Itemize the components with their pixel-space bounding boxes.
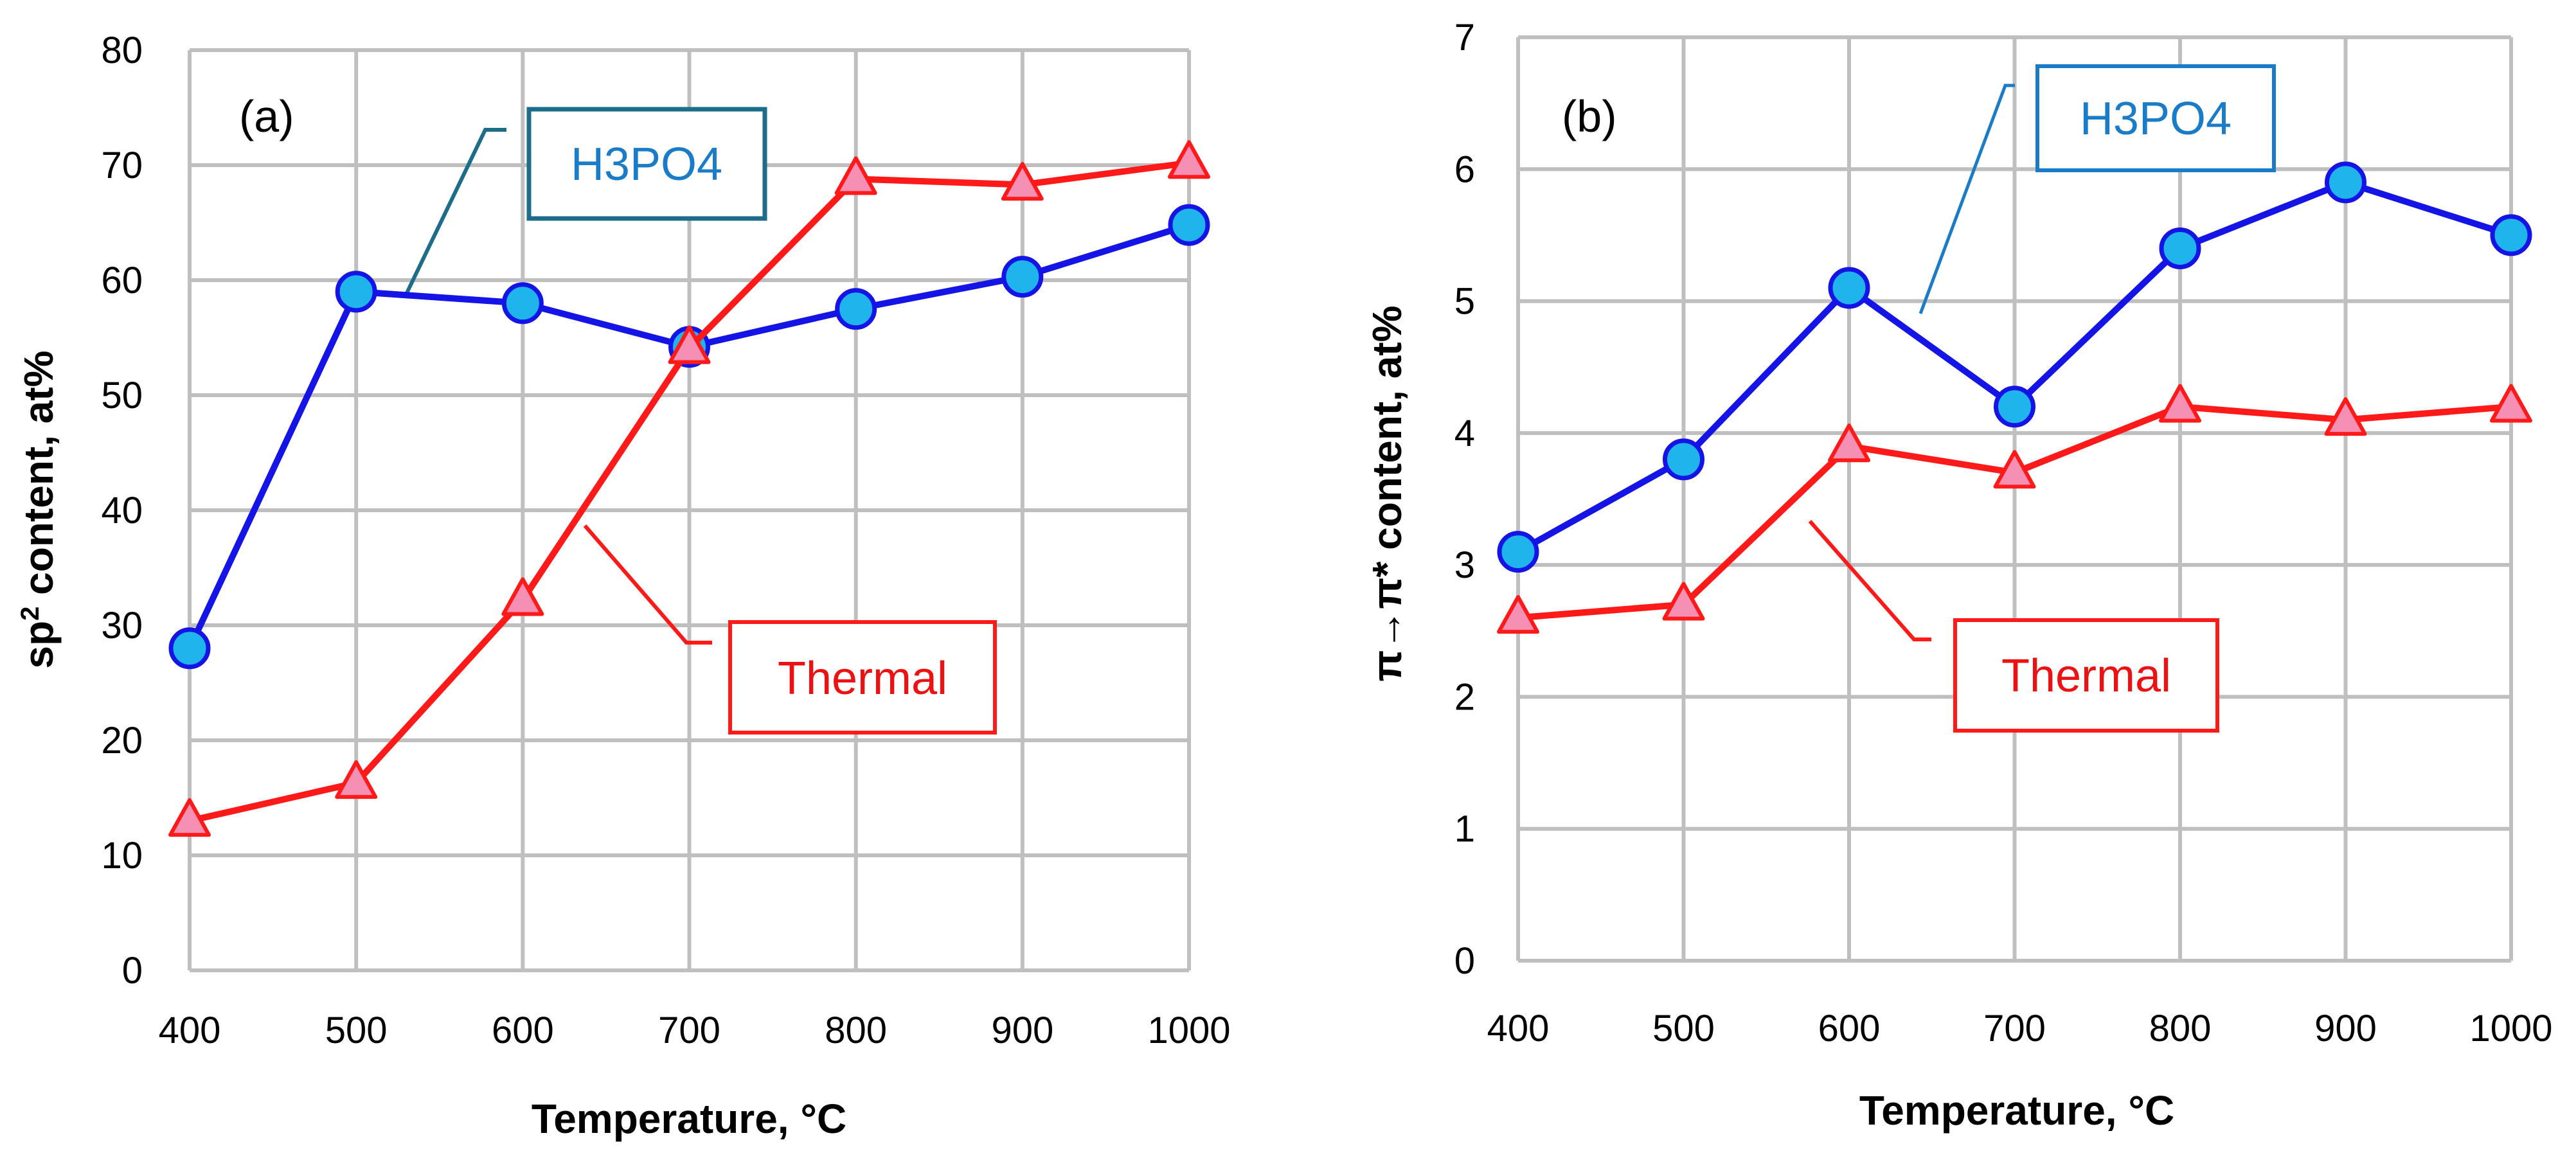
data-point-thermal — [2159, 384, 2201, 423]
data-point-h3po4 — [1001, 256, 1044, 298]
x-tick-label: 1000 — [1147, 1010, 1230, 1051]
data-point-thermal — [501, 577, 544, 616]
data-point-thermal — [1828, 423, 1870, 463]
data-point-thermal — [1001, 162, 1044, 201]
data-point-h3po4 — [335, 271, 377, 313]
x-tick-label: 900 — [991, 1010, 1053, 1051]
thermal-callout-box-a — [728, 620, 997, 735]
x-tick-label: 400 — [1487, 1008, 1550, 1049]
x-ticks-b: 400 500 600 700 800 900 1000 — [1487, 1008, 2553, 1049]
chart-panel-b: 0 1 2 3 4 5 6 7 400 500 600 700 800 900 1000 (b) H3PO… — [1364, 17, 2553, 1134]
x-tick-label: 700 — [1983, 1008, 2046, 1049]
x-tick-label: 1000 — [2469, 1008, 2552, 1049]
x-tick-label: 400 — [159, 1010, 221, 1051]
data-point-thermal — [1993, 450, 2036, 489]
h3po4-callout-label-a: H3PO4 — [571, 139, 722, 190]
x-tick-label: 600 — [492, 1010, 554, 1051]
y-tick-label: 5 — [1454, 281, 1475, 323]
data-point-thermal — [1168, 140, 1210, 179]
data-point-h3po4 — [1497, 531, 1539, 573]
y-axis-title-a-main: sp — [15, 621, 62, 669]
x-tick-label: 500 — [325, 1010, 388, 1051]
series-b — [1497, 161, 2532, 634]
y-tick-label: 40 — [101, 490, 143, 531]
y-axis-title-a-sup: 2 — [16, 607, 44, 621]
thermal-callout-box-b — [1953, 618, 2219, 733]
y-ticks-b: 0 1 2 3 4 5 6 7 — [1454, 17, 1475, 982]
y-tick-label: 0 — [1454, 940, 1475, 982]
data-point-thermal — [1497, 595, 1539, 634]
data-point-h3po4 — [2490, 214, 2532, 256]
y-tick-label: 20 — [101, 720, 143, 762]
thermal-callout-label-b: Thermal — [2001, 650, 2171, 702]
y-tick-label: 1 — [1454, 808, 1475, 850]
h3po4-leader-line-a — [403, 128, 506, 298]
data-point-thermal — [1662, 582, 1705, 621]
data-point-thermal — [2324, 397, 2367, 436]
y-tick-label: 80 — [101, 30, 143, 71]
x-axis-title-b: Temperature, °C — [1859, 1087, 2174, 1134]
y-tick-label: 60 — [101, 260, 143, 301]
x-tick-label: 600 — [1818, 1008, 1881, 1049]
data-point-thermal — [668, 325, 711, 364]
thermal-leader-line-b — [1808, 520, 1931, 641]
x-axis-title-a: Temperature, °C — [532, 1096, 846, 1142]
data-point-h3po4 — [1994, 386, 2035, 428]
y-tick-label: 30 — [101, 605, 143, 646]
y-axis-title-a: sp2 content, at% — [15, 350, 62, 668]
y-tick-label: 6 — [1454, 148, 1475, 190]
chart-panel-a: 0 10 20 30 40 50 60 70 80 400 500 600 700 800 900 1000… — [15, 30, 1231, 1142]
data-point-h3po4 — [501, 282, 544, 325]
data-point-thermal — [834, 156, 877, 195]
x-ticks-a: 400 500 600 700 800 900 1000 — [159, 1010, 1231, 1051]
thermal-leader-line-a — [583, 524, 712, 645]
data-point-thermal — [335, 760, 378, 799]
data-point-h3po4 — [168, 627, 211, 670]
x-tick-label: 900 — [2314, 1008, 2377, 1049]
h3po4-callout-box-a — [526, 107, 767, 221]
data-point-h3po4 — [1663, 438, 1704, 481]
y-axis-title-a-rest: content, at% — [15, 350, 62, 606]
y-ticks-a: 0 10 20 30 40 50 60 70 80 — [101, 30, 143, 992]
y-tick-label: 2 — [1454, 676, 1475, 718]
y-tick-label: 3 — [1454, 544, 1475, 586]
thermal-callout-label-a: Thermal — [778, 653, 947, 704]
data-point-h3po4 — [1828, 267, 1870, 309]
data-point-h3po4 — [1168, 204, 1210, 246]
y-tick-label: 70 — [101, 145, 143, 186]
x-tick-label: 800 — [2149, 1008, 2212, 1049]
x-tick-label: 700 — [658, 1010, 720, 1051]
x-tick-label: 800 — [825, 1010, 887, 1051]
data-point-h3po4 — [835, 288, 877, 330]
y-tick-label: 0 — [122, 950, 143, 992]
h3po4-leader-line-b — [1919, 84, 2015, 314]
y-tick-label: 7 — [1454, 17, 1475, 58]
y-tick-label: 4 — [1454, 413, 1475, 454]
panel-label-a: (a) — [239, 91, 294, 141]
panel-label-b: (b) — [1562, 91, 1617, 141]
h3po4-callout-label-b: H3PO4 — [2080, 93, 2232, 145]
data-point-thermal — [2490, 384, 2532, 423]
data-point-h3po4 — [2159, 227, 2201, 269]
data-point-h3po4 — [2325, 161, 2366, 204]
series-a — [168, 140, 1210, 837]
data-point-thermal — [168, 798, 211, 837]
y-tick-label: 50 — [101, 375, 143, 416]
h3po4-callout-box-b — [2035, 64, 2276, 172]
y-tick-label: 10 — [101, 835, 143, 877]
x-tick-label: 500 — [1652, 1008, 1715, 1049]
y-axis-title-b: π→π* content, at% — [1364, 305, 1410, 681]
